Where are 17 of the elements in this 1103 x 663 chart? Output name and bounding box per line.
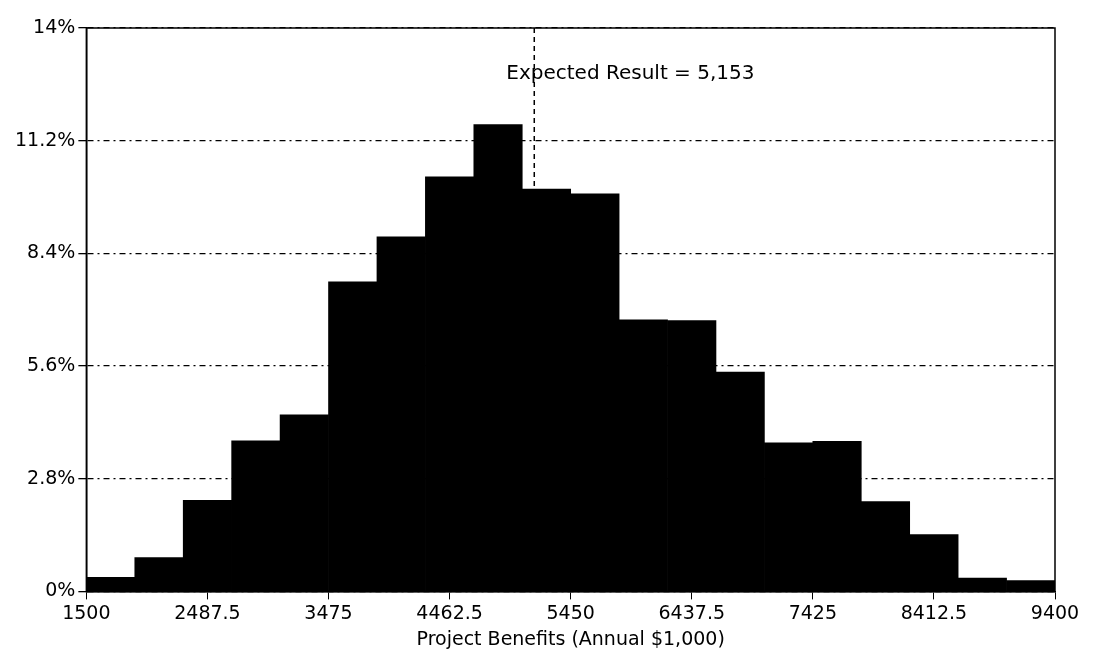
x-tick-label: 9400	[1030, 600, 1080, 623]
x-tick-label: 2487.5	[174, 600, 241, 623]
x-tick-label: 3475	[304, 600, 353, 623]
x-tick-label: 4462.5	[416, 600, 483, 623]
y-tick-label: 2.8%	[27, 465, 76, 488]
y-tick-label: 14%	[33, 14, 76, 37]
x-tick-label: 6437.5	[658, 600, 725, 623]
y-tick-label: 0%	[45, 578, 76, 601]
x-tick-label: 1500	[62, 600, 111, 623]
x-axis-title: Project Benefits (Annual $1,000)	[416, 626, 725, 649]
y-tick-label: 8.4%	[27, 240, 76, 263]
x-tick-label: 7425	[788, 600, 838, 623]
x-tick-label: 5450	[546, 600, 595, 623]
y-tick-label: 11.2%	[15, 127, 76, 150]
y-tick-label: 5.6%	[27, 352, 76, 375]
ref-line-label: Expected Result = 5,153	[506, 60, 755, 85]
x-tick-label: 8412.5	[900, 600, 968, 623]
